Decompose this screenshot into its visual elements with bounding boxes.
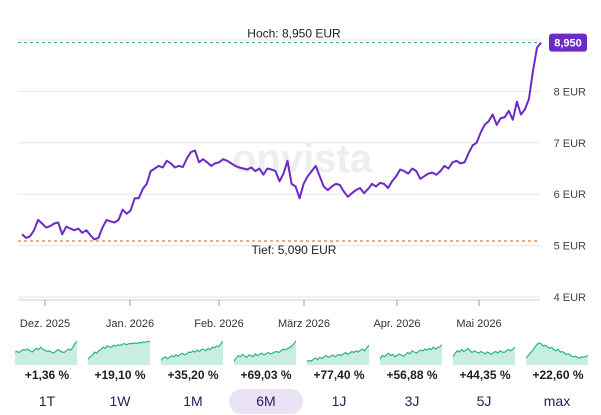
sparkline-area [234, 340, 296, 365]
sparkline-change-label: +19,10 % [94, 368, 146, 382]
sparkline-change-label: +69,03 % [240, 368, 292, 382]
sparkline-change-label: +44,35 % [459, 368, 511, 382]
sparkline-line [161, 340, 223, 361]
watermark-logo: onvista [232, 137, 373, 181]
sparkline-card: +35,20 % [161, 337, 225, 387]
sparkline-card: +44,35 % [453, 337, 517, 387]
y-tick-label: 4 EUR [554, 292, 586, 304]
sparkline-area [15, 341, 77, 365]
sparkline-card: +77,40 % [307, 337, 371, 387]
sparkline-chart [526, 342, 588, 365]
x-tick-label: Mai 2026 [456, 318, 501, 330]
price-series [21, 41, 542, 241]
sparkline-change-label: +22,60 % [532, 368, 584, 382]
x-tick-label: Jan. 2026 [106, 318, 154, 330]
sparkline-line [526, 342, 588, 359]
sparkline-line [453, 346, 515, 358]
y-tick-label: 8 EUR [554, 86, 586, 98]
sparkline-change-label: +56,88 % [386, 368, 438, 382]
tab-5j[interactable]: 5J [476, 393, 492, 409]
sparkline-chart [453, 346, 515, 365]
tab-1m[interactable]: 1M [183, 393, 203, 409]
sparkline-chart [15, 340, 77, 365]
sparkline-line [380, 344, 442, 360]
y-tick-label: 7 EUR [554, 138, 586, 150]
sparkline-chart [380, 344, 442, 365]
price-series-line [21, 41, 542, 241]
sparkline-card: +22,60 % [526, 337, 590, 387]
x-tick-label: März 2026 [278, 318, 330, 330]
x-axis-labels: Dez. 2025 Jan. 2026 Feb. 2026 März 2026 Apr.… [18, 299, 540, 330]
tab-1t[interactable]: 1T [38, 393, 56, 409]
sparkline-card: +56,88 % [380, 337, 444, 387]
sparkline-chart [161, 340, 223, 365]
sparkline-card: +1,36 % [15, 337, 79, 387]
sparkline-change-label: +1,36 % [24, 368, 70, 382]
sparkline-chart [307, 344, 369, 365]
y-tick-label: 5 EUR [554, 241, 586, 253]
sparkline-line [88, 340, 150, 360]
sparkline-chart [88, 340, 150, 365]
high-label: Hoch: 8,950 EUR [247, 27, 341, 41]
x-tick-label: Feb. 2026 [194, 318, 244, 330]
tab-1j[interactable]: 1J [331, 393, 347, 409]
sparkline-card: +19,10 % [88, 337, 152, 387]
tab-max[interactable]: max [543, 393, 571, 409]
grid-lines [18, 39, 540, 298]
low-label: Tief: 5,090 EUR [252, 243, 337, 257]
sparkline-line [234, 340, 296, 362]
last-price-badge-label: 8,950 [554, 38, 582, 50]
y-tick-label: 6 EUR [554, 189, 586, 201]
sparkline-area [161, 341, 223, 365]
timeframe-tabs: 1T 1W 1M 6M 1J 3J 5J max [0, 388, 601, 415]
performance-sparklines: +1,36 % +19,10 % +35,20 % +69,03 % +77,40 % +… [0, 337, 601, 387]
sparkline-area [380, 344, 442, 365]
sparkline-chart [234, 340, 296, 365]
tab-6m[interactable]: 6M [229, 389, 303, 414]
last-price-badge: 8,950 [549, 33, 587, 52]
last-price-badge-bg [549, 33, 587, 52]
sparkline-card: +69,03 % [234, 337, 298, 387]
tab-3j[interactable]: 3J [404, 393, 420, 409]
x-tick-label: Apr. 2026 [373, 318, 420, 330]
sparkline-change-label: +77,40 % [313, 368, 365, 382]
sparkline-area [88, 341, 150, 365]
sparkline-line [15, 340, 77, 354]
sparkline-line [307, 344, 369, 363]
tab-1w[interactable]: 1W [109, 393, 131, 409]
x-tick-label: Dez. 2025 [20, 318, 70, 330]
sparkline-change-label: +35,20 % [167, 368, 219, 382]
sparkline-area [526, 342, 588, 365]
